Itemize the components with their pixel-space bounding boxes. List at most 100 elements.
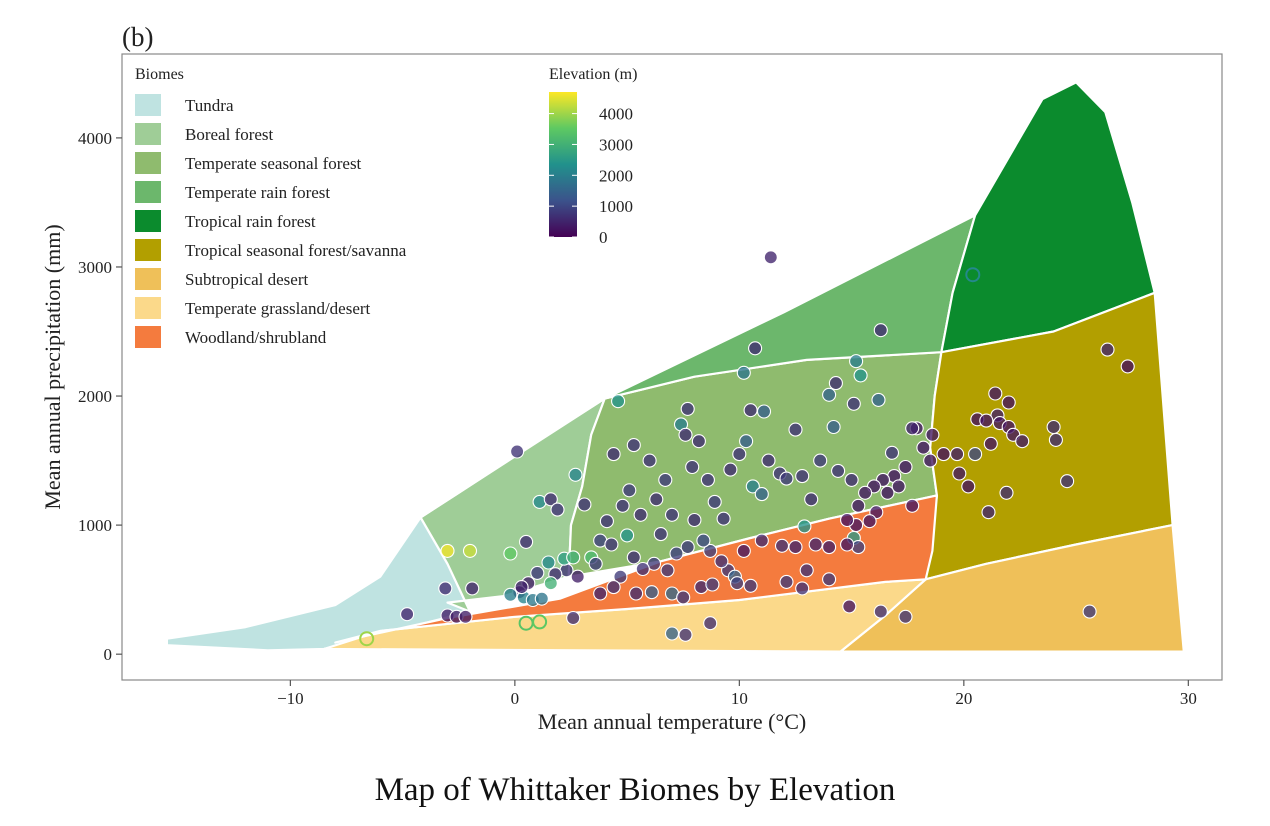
data-point <box>779 574 794 589</box>
y-tick-label: 3000 <box>78 258 112 277</box>
data-point <box>577 497 592 512</box>
data-point <box>566 610 581 626</box>
data-point <box>606 447 621 462</box>
legend-swatch-temperate-grassland-desert <box>135 297 161 319</box>
data-point <box>873 604 888 619</box>
data-point <box>660 563 675 578</box>
y-tick-label: 0 <box>104 645 113 664</box>
legend-swatch-tropical-seasonal-forest-savanna <box>135 239 161 261</box>
data-point <box>799 563 814 578</box>
data-point <box>653 527 668 542</box>
legend-label: Boreal forest <box>185 125 274 144</box>
legend-swatch-subtropical-desert <box>135 268 161 290</box>
data-point <box>541 555 556 570</box>
data-point <box>983 436 998 451</box>
data-point <box>458 609 473 624</box>
data-point <box>739 434 754 449</box>
data-point <box>952 466 967 481</box>
data-point <box>678 427 693 442</box>
panel-label: (b) <box>122 22 153 52</box>
data-point <box>676 590 691 605</box>
data-point <box>1100 342 1115 357</box>
data-point <box>462 543 478 558</box>
data-point <box>743 403 758 418</box>
legend-swatch-woodland-shrubland <box>135 326 161 348</box>
data-point <box>999 485 1014 500</box>
data-point <box>813 453 828 468</box>
data-point <box>774 538 790 553</box>
data-point <box>754 533 769 548</box>
data-point <box>604 537 619 552</box>
figure-caption: Map of Whittaker Biomes by Elevation <box>374 772 896 808</box>
data-point <box>858 485 873 500</box>
data-point <box>795 581 810 596</box>
data-point <box>519 534 534 549</box>
data-point <box>968 447 983 462</box>
data-point <box>754 487 769 502</box>
data-point <box>936 447 951 462</box>
legend-swatch-boreal-forest <box>135 123 161 145</box>
colorbar-tick-label: 2000 <box>599 166 633 185</box>
data-point <box>788 422 803 437</box>
data-point <box>568 467 583 482</box>
data-point <box>831 463 846 478</box>
data-point <box>797 519 812 534</box>
data-point <box>925 427 940 442</box>
data-point <box>510 444 525 459</box>
legend-label: Tropical rain forest <box>185 212 316 231</box>
legend-label: Temperate grassland/desert <box>185 299 371 318</box>
data-point <box>965 267 981 283</box>
data-point <box>626 438 641 453</box>
data-point <box>359 631 375 647</box>
data-point <box>745 479 760 494</box>
data-point <box>669 546 684 561</box>
data-point <box>748 341 763 356</box>
data-point <box>588 556 603 571</box>
data-point <box>503 546 518 561</box>
data-point <box>898 609 913 624</box>
biome-legend-title: Biomes <box>135 66 184 83</box>
data-point <box>687 512 702 528</box>
data-point <box>613 569 628 584</box>
x-tick-label: 30 <box>1180 689 1197 708</box>
data-point <box>756 404 772 419</box>
legend-label: Tropical seasonal forest/savanna <box>185 241 407 260</box>
x-tick-label: 0 <box>511 689 520 708</box>
data-point <box>880 485 895 500</box>
data-point <box>626 550 641 565</box>
data-point <box>822 387 837 402</box>
data-point <box>779 471 794 486</box>
data-point <box>979 413 994 428</box>
data-point <box>611 394 626 409</box>
axes: Mean annual temperature (°C) Mean annual… <box>40 129 1197 734</box>
colorbar-tick-label: 4000 <box>599 105 633 124</box>
data-point <box>570 569 585 584</box>
legend-swatch-tropical-rain-forest <box>135 210 161 232</box>
colorbar-tick-label: 3000 <box>599 135 633 154</box>
data-point <box>438 581 453 596</box>
data-point <box>400 607 415 622</box>
data-point <box>566 550 581 565</box>
data-point <box>871 392 886 407</box>
biome-legend: Biomes Tundra Boreal forest Temperate seas… <box>135 66 407 348</box>
data-point <box>1048 432 1063 447</box>
data-point <box>736 543 751 558</box>
data-point <box>696 533 711 548</box>
legend-label: Woodland/shrubland <box>185 328 327 347</box>
data-point <box>714 554 729 569</box>
data-point <box>840 512 855 528</box>
data-point <box>606 580 621 595</box>
data-point <box>615 498 630 513</box>
data-point <box>593 586 608 601</box>
data-point <box>988 386 1003 401</box>
data-point <box>503 587 518 602</box>
data-point <box>1060 474 1075 489</box>
legend-label: Temperate rain forest <box>185 183 330 202</box>
data-point <box>891 479 906 494</box>
data-point <box>691 434 706 449</box>
data-point <box>840 537 855 552</box>
legend-label: Tundra <box>185 96 234 115</box>
legend-label: Subtropical desert <box>185 270 308 289</box>
data-point <box>905 498 920 513</box>
data-point <box>851 498 866 513</box>
